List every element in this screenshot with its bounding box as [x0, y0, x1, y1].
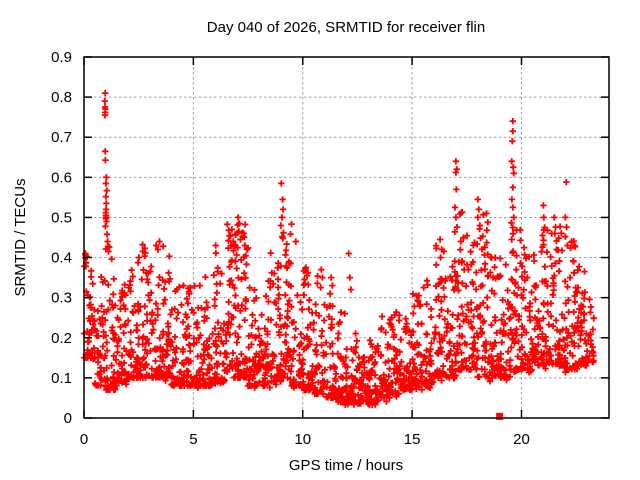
x-axis-label: GPS time / hours: [289, 457, 403, 474]
svg-text:0.7: 0.7: [51, 129, 72, 146]
y-tick-labels: 0 0.1 0.2 0.3 0.4 0.5 0.6 0.7 0.8 0.9: [51, 49, 72, 427]
svg-text:0.3: 0.3: [51, 290, 72, 307]
y-axis-label: SRMTID / TECUs: [12, 178, 29, 296]
svg-text:0: 0: [80, 431, 88, 448]
chart-title: Day 040 of 2026, SRMTID for receiver fli…: [207, 19, 485, 36]
plot-border: [83, 56, 610, 419]
svg-text:0.1: 0.1: [51, 370, 72, 387]
svg-text:0: 0: [64, 410, 72, 427]
svg-text:0.2: 0.2: [51, 330, 72, 347]
svg-text:0.8: 0.8: [51, 89, 72, 106]
flagged-square-marker: [496, 412, 504, 420]
svg-text:0.5: 0.5: [51, 209, 72, 226]
x-tick-labels: 0 5 10 15 20: [80, 431, 530, 448]
svg-text:0.6: 0.6: [51, 169, 72, 186]
svg-text:0.4: 0.4: [51, 250, 72, 267]
svg-text:10: 10: [294, 431, 311, 448]
svg-text:15: 15: [404, 431, 421, 448]
svg-text:20: 20: [513, 431, 530, 448]
svg-text:0.9: 0.9: [51, 49, 72, 66]
gridlines: [84, 57, 609, 418]
svg-text:5: 5: [189, 431, 197, 448]
